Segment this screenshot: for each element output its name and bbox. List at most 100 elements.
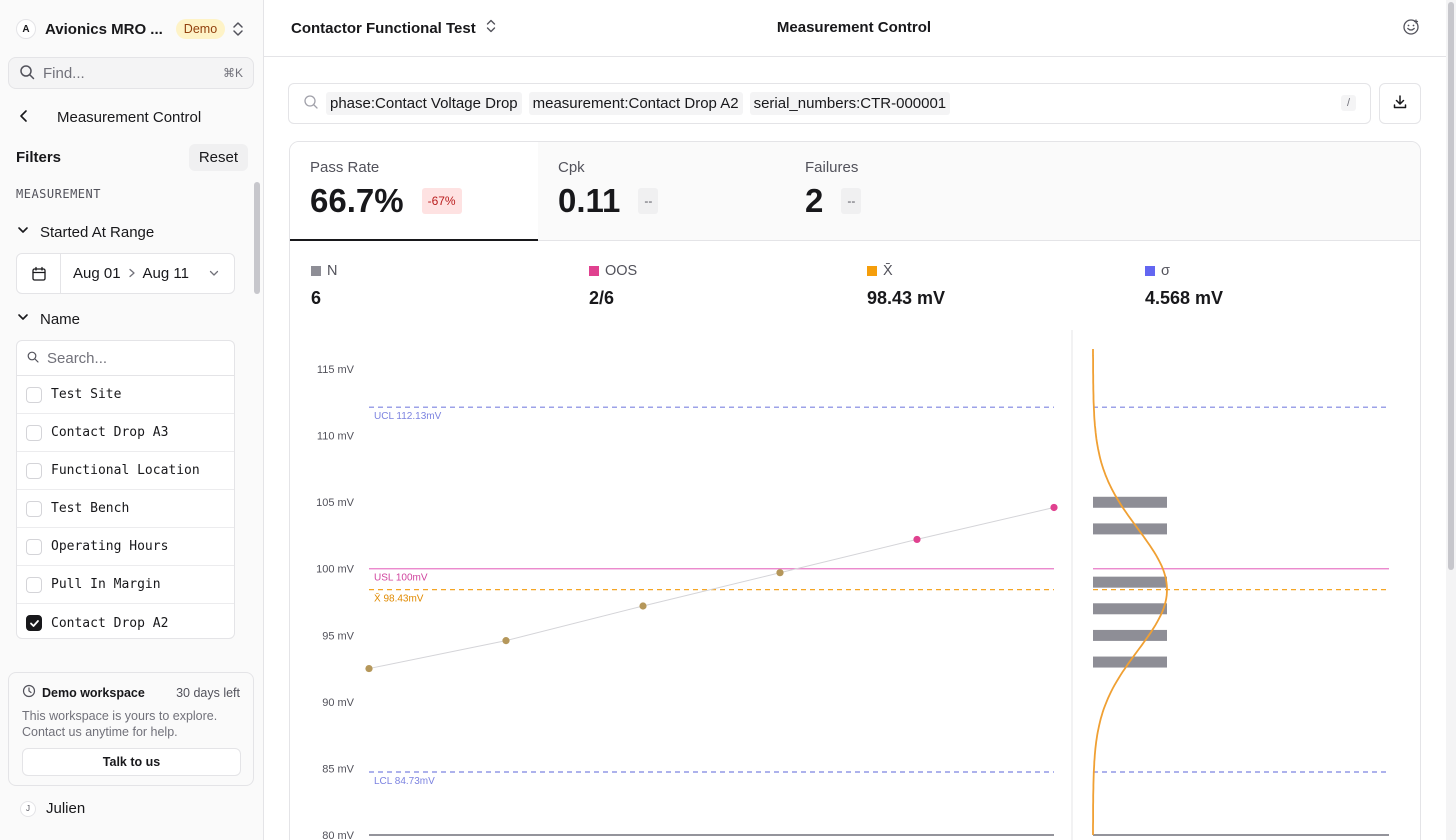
stat-label: N <box>327 263 338 279</box>
normal-curve <box>1092 349 1168 835</box>
y-tick-label: 100 mV <box>316 564 355 576</box>
checkbox[interactable] <box>26 386 42 403</box>
stat-label: σ <box>1161 263 1170 279</box>
test-selector[interactable]: Contactor Functional Test <box>291 18 496 38</box>
chevron-up-down-icon <box>486 18 496 38</box>
top-bar: Contactor Functional Test Measurement Co… <box>264 0 1456 57</box>
name-filter-item[interactable]: Test Site <box>17 376 234 414</box>
name-filter-item[interactable]: Contact Drop A2 <box>17 604 234 638</box>
data-point <box>502 637 510 645</box>
name-filter-item[interactable]: Pull In Margin <box>17 566 234 604</box>
checkbox[interactable] <box>26 424 42 441</box>
kpi-row: Pass Rate 66.7% -67% Cpk 0.11 -- Failure… <box>290 142 1420 241</box>
stat-n: N 6 <box>311 263 337 309</box>
legend-swatch <box>1145 266 1155 276</box>
legend-swatch <box>867 266 877 276</box>
series-line <box>368 506 1055 670</box>
started-at-range-toggle[interactable]: Started At Range <box>16 223 154 241</box>
back-title: Measurement Control <box>57 108 202 126</box>
filters-header: Filters Reset <box>16 143 248 171</box>
name-filter-item[interactable]: Functional Location <box>17 452 234 490</box>
sidebar-scrollbar[interactable] <box>254 182 260 294</box>
query-chip-serial[interactable]: serial_numbers:CTR-000001 <box>749 92 951 115</box>
histogram-bar <box>1093 576 1167 588</box>
date-from: Aug 01 <box>73 265 121 282</box>
name-filter-item[interactable]: Operating Hours <box>17 528 234 566</box>
name-filter-list: Search... Test Site Contact Drop A3 Functi… <box>16 340 235 639</box>
name-filter-item[interactable]: Contact Drop A3 <box>17 414 234 452</box>
stat-value: 4.568 mV <box>1145 288 1224 308</box>
test-name: Contactor Functional Test <box>291 19 476 37</box>
filters-title: Filters <box>16 148 62 166</box>
y-tick-label: 80 mV <box>322 830 354 840</box>
stat-value: 98.43 mV <box>867 288 946 308</box>
download-button[interactable] <box>1379 83 1421 124</box>
chevron-left-icon[interactable] <box>16 108 32 127</box>
search-icon <box>19 64 35 83</box>
kpi-value: 0.11 <box>558 182 621 219</box>
date-range-picker[interactable]: Aug 01 Aug 11 <box>16 253 235 294</box>
checkbox[interactable] <box>26 538 42 555</box>
chevron-up-down-icon[interactable] <box>232 21 244 40</box>
workspace-avatar: A <box>16 19 36 39</box>
kpi-badge: -67% <box>421 188 462 214</box>
demo-card-body: This workspace is yours to explore. Cont… <box>22 709 218 739</box>
y-tick-label: 105 mV <box>316 497 355 509</box>
date-to: Aug 11 <box>142 265 189 282</box>
check-icon <box>29 619 39 627</box>
y-tick-label: 85 mV <box>322 763 354 775</box>
ref-label-ucl: UCL 112.13mV <box>374 411 442 422</box>
histogram-bar <box>1093 603 1167 615</box>
stat-sigma: σ 4.568 mV <box>1145 263 1223 309</box>
legend-swatch <box>589 266 599 276</box>
y-tick-label: 95 mV <box>322 630 354 642</box>
name-search-input[interactable]: Search... <box>17 341 234 376</box>
data-point <box>776 569 784 577</box>
query-chip-phase[interactable]: phase:Contact Voltage Drop <box>326 92 522 115</box>
clock-icon <box>22 684 36 701</box>
workspace-switcher[interactable]: A Avionics MRO ... Demo <box>16 14 248 44</box>
find-shortcut: ⌘K <box>222 66 243 80</box>
kpi-label: Cpk <box>558 159 585 176</box>
ref-label-usl: USL 100mV <box>374 573 428 584</box>
y-tick-label: 115 mV <box>317 364 355 376</box>
days-left: 30 days left <box>176 685 240 700</box>
data-point <box>913 535 921 544</box>
user-name: Julien <box>46 800 86 817</box>
histogram-bar <box>1093 629 1167 641</box>
name-filter-label: Contact Drop A2 <box>51 615 169 631</box>
stat-value: 2/6 <box>589 288 615 308</box>
name-filter-item[interactable]: Test Bench <box>17 490 234 528</box>
stat-label: X̄ <box>883 263 893 279</box>
feedback-smile-icon[interactable] <box>1402 18 1420 39</box>
kpi-pass-rate[interactable]: Pass Rate 66.7% -67% <box>290 142 538 241</box>
find-input[interactable]: Find... ⌘K <box>8 57 254 89</box>
ref-label-mean: X̄ 98.43mV <box>374 592 424 605</box>
search-icon <box>27 350 39 366</box>
kpi-badge: -- <box>638 188 659 214</box>
kpi-failures[interactable]: Failures 2 -- <box>785 142 1033 241</box>
checkbox[interactable] <box>26 500 42 517</box>
kpi-cpk[interactable]: Cpk 0.11 -- <box>538 142 786 241</box>
query-bar[interactable]: phase:Contact Voltage Drop measurement:C… <box>288 83 1371 124</box>
main-scrollbar[interactable] <box>1446 0 1456 840</box>
checkbox[interactable] <box>26 462 42 479</box>
talk-to-us-button[interactable]: Talk to us <box>22 748 241 776</box>
back-nav[interactable]: Measurement Control <box>16 104 248 130</box>
reset-button[interactable]: Reset <box>188 143 248 171</box>
sidebar: A Avionics MRO ... Demo Find... ⌘K Measu… <box>0 0 264 840</box>
name-filter-label: Functional Location <box>51 463 200 478</box>
user-menu[interactable]: J Julien <box>20 800 85 817</box>
user-avatar: J <box>20 800 36 817</box>
stat-mean: X̄ 98.43 mV <box>867 263 945 309</box>
chevron-down-icon <box>16 310 30 328</box>
name-group-toggle[interactable]: Name <box>16 310 80 328</box>
checkbox[interactable] <box>26 615 42 631</box>
download-icon <box>1392 94 1408 113</box>
histogram-bar <box>1093 523 1167 535</box>
query-shortcut: / <box>1340 95 1356 111</box>
search-icon <box>303 94 319 113</box>
query-chip-measurement[interactable]: measurement:Contact Drop A2 <box>528 92 743 115</box>
section-label: MEASUREMENT <box>16 187 101 201</box>
checkbox[interactable] <box>26 576 42 593</box>
